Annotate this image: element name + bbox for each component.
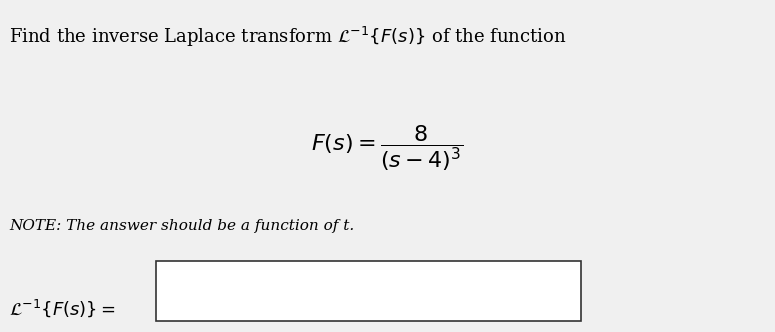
Text: NOTE: The answer should be a function of t.: NOTE: The answer should be a function of… (9, 219, 354, 233)
Text: Find the inverse Laplace transform $\mathcal{L}^{-1}\{F(s)\}$ of the function: Find the inverse Laplace transform $\mat… (9, 25, 567, 48)
Text: $\mathcal{L}^{-1}\{F(s)\} = $: $\mathcal{L}^{-1}\{F(s)\} = $ (9, 298, 116, 319)
Text: $F(s) = \dfrac{8}{(s-4)^3}$: $F(s) = \dfrac{8}{(s-4)^3}$ (312, 123, 463, 173)
FancyBboxPatch shape (156, 262, 580, 321)
